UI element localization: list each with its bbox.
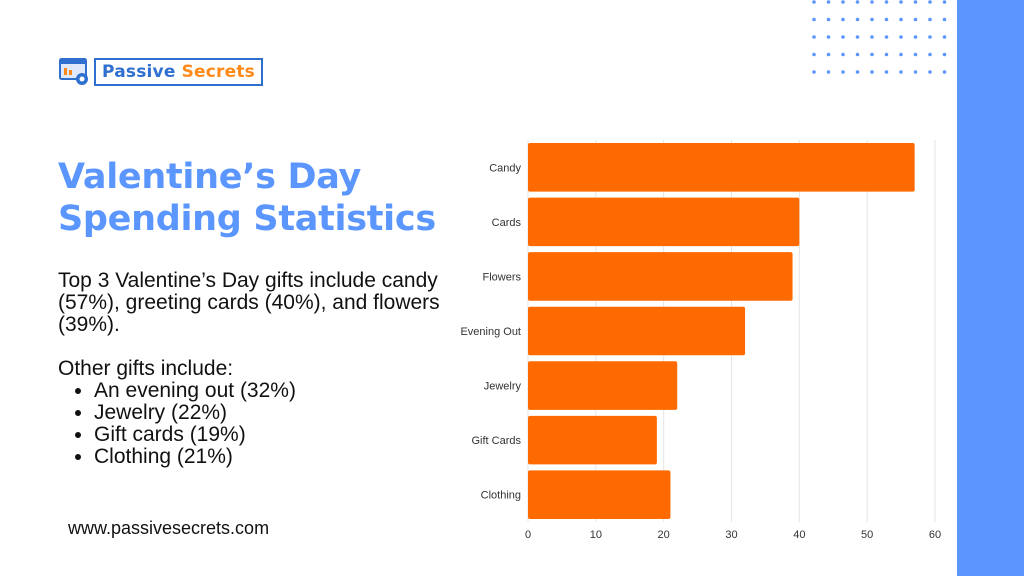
decorative-dot	[942, 70, 947, 74]
decorative-dot	[913, 70, 918, 74]
category-label: Clothing	[481, 490, 521, 502]
decorative-dot	[942, 52, 947, 57]
category-label: Cards	[492, 217, 522, 229]
decorative-dot	[870, 70, 874, 74]
bar-cards	[528, 197, 800, 247]
other-gifts-heading: Other gifts include:	[58, 357, 234, 380]
bar-chart-svg: 0 10 20 30 40 50 60 Candy Cards Flowers Evening Ou…	[460, 140, 941, 541]
decorative-dot	[812, 0, 816, 4]
decorative-dot	[855, 0, 860, 4]
decorative-dot	[826, 0, 831, 4]
gift-spending-chart: 0 10 20 30 40 50 60 Candy Cards Flowers Evening Ou…	[440, 130, 960, 550]
decorative-dot	[812, 17, 816, 22]
decorative-dot	[928, 35, 932, 39]
category-label: Candy	[489, 162, 521, 174]
bar-clothing	[528, 470, 671, 519]
decorative-dot	[841, 52, 845, 57]
decorative-dot	[928, 70, 932, 74]
bar-gift-cards	[528, 415, 657, 465]
list-item: Jewelry (22%)	[94, 402, 448, 424]
other-gifts-section: Other gifts include: An evening out (32%…	[58, 358, 448, 468]
decorative-dot	[870, 17, 874, 22]
decorative-dot	[928, 17, 932, 22]
decorative-dot	[942, 35, 947, 39]
decorative-dot	[899, 0, 903, 4]
decorative-dot	[913, 17, 918, 22]
other-gifts-list: An evening out (32%) Jewelry (22%) Gift …	[58, 380, 448, 468]
decorative-dot	[826, 35, 831, 39]
right-accent-band	[957, 0, 1024, 576]
decorative-dot	[928, 0, 932, 4]
decorative-dot	[884, 70, 889, 74]
decorative-dot	[913, 0, 918, 4]
footer-url[interactable]: www.passivesecrets.com	[68, 518, 270, 538]
brand-name-part2: Secrets	[181, 62, 255, 82]
brand-name-part1: Passive	[102, 62, 176, 82]
decorative-dot	[826, 70, 831, 74]
decorative-dot	[884, 0, 889, 4]
decorative-dot	[855, 35, 860, 39]
x-tick-label: 0	[525, 529, 531, 541]
decorative-dot	[870, 35, 874, 39]
decorative-dot	[812, 70, 816, 74]
category-label: Gift Cards	[471, 435, 521, 447]
decorative-dot	[913, 35, 918, 39]
page-title: Valentine’s Day Spending Statistics	[58, 156, 458, 240]
bar-jewelry	[528, 361, 678, 410]
decorative-dot	[826, 17, 831, 22]
bar-candy	[528, 143, 915, 192]
decorative-dot	[884, 52, 889, 57]
decorative-dot	[899, 35, 903, 39]
page-title-line1: Valentine’s Day	[58, 157, 362, 197]
decorative-dot	[841, 35, 845, 39]
category-label: Evening Out	[460, 326, 521, 338]
category-label: Jewelry	[484, 381, 522, 393]
x-tick-label: 60	[929, 529, 941, 541]
brand-logo[interactable]: Passive Secrets	[58, 56, 263, 88]
decorative-dot	[899, 70, 903, 74]
decorative-dot	[855, 52, 860, 57]
list-item: An evening out (32%)	[94, 380, 448, 402]
list-item: Clothing (21%)	[94, 446, 448, 468]
decorative-dot	[841, 70, 845, 74]
decorative-dot	[841, 17, 845, 22]
x-tick-label: 20	[658, 529, 670, 541]
decorative-dot	[899, 52, 903, 57]
bar-flowers	[528, 252, 793, 301]
decorative-dot	[841, 0, 845, 4]
decorative-dot	[913, 52, 918, 57]
bar-evening-out	[528, 306, 746, 356]
decorative-dot	[855, 17, 860, 22]
decorative-dot	[870, 0, 874, 4]
decorative-dot	[826, 52, 831, 57]
list-item: Gift cards (19%)	[94, 424, 448, 446]
decorative-dot	[884, 17, 889, 22]
x-tick-label: 40	[793, 529, 805, 541]
decorative-dot	[899, 17, 903, 22]
decorative-dot	[942, 0, 947, 4]
decorative-dot-grid	[812, 0, 947, 74]
summary-text: Top 3 Valentine’s Day gifts include cand…	[58, 269, 440, 336]
brand-logo-icon	[59, 58, 88, 85]
x-tick-label: 30	[725, 529, 737, 541]
decorative-dot	[884, 35, 889, 39]
category-label: Flowers	[482, 271, 521, 283]
decorative-dot	[812, 52, 816, 57]
decorative-dot	[855, 70, 860, 74]
x-tick-label: 10	[590, 529, 602, 541]
decorative-dot	[812, 35, 816, 39]
decorative-dot	[870, 52, 874, 57]
brand-logo-text: Passive Secrets	[94, 58, 263, 86]
decorative-dot	[928, 52, 932, 57]
page-title-line2: Spending Statistics	[58, 199, 436, 239]
x-tick-label: 50	[861, 529, 873, 541]
decorative-dot	[942, 17, 947, 22]
